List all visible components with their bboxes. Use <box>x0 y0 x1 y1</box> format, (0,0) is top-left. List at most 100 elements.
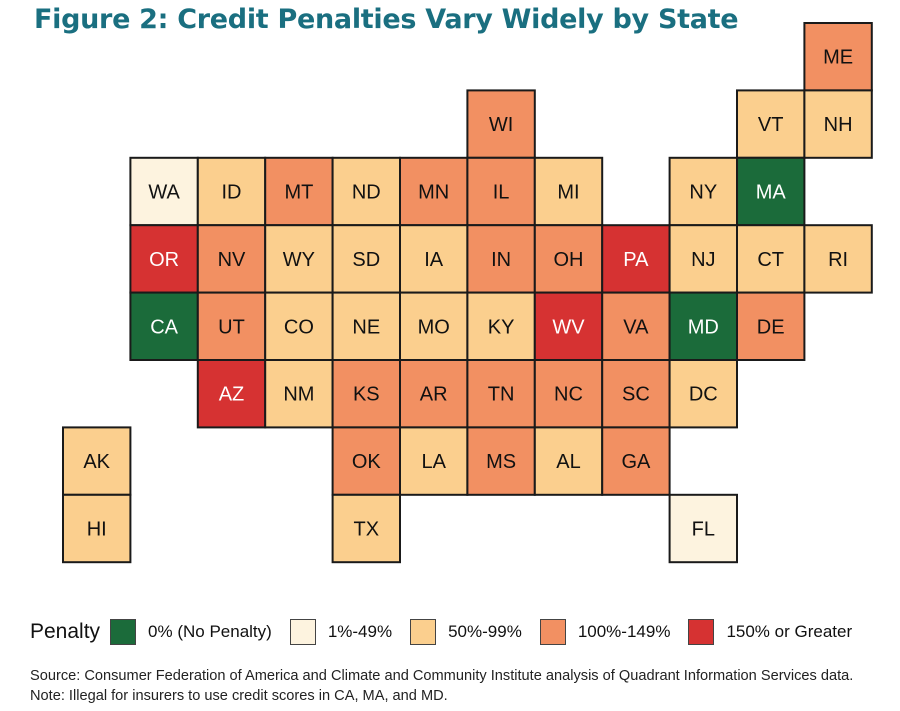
state-label: AR <box>420 384 448 406</box>
state-tile-rect <box>196 224 267 294</box>
state-tile-mt: MT <box>264 156 334 227</box>
state-label: ID <box>222 182 242 204</box>
legend-item-vhigh: 150% or Greater <box>688 619 852 645</box>
state-tile-rect <box>399 224 469 294</box>
state-tile-rect <box>196 291 267 362</box>
state-tile-nj: NJ <box>668 224 738 294</box>
state-tile-map: ME WI VT NH WA ID MT ND MN IL MI NY MA OR NV WY SD IA IN OH… <box>62 22 873 564</box>
state-tile-ri: RI <box>803 224 873 294</box>
state-tile-id: ID <box>196 156 267 227</box>
state-tile-rect <box>466 156 536 227</box>
state-label: CT <box>757 249 784 271</box>
state-label: OK <box>352 451 382 473</box>
state-label: AL <box>556 451 580 473</box>
state-tile-in: IN <box>466 224 536 294</box>
state-label: WV <box>552 316 585 338</box>
state-label: NC <box>554 384 583 406</box>
state-label: IA <box>424 249 444 271</box>
state-tile-sc: SC <box>601 359 671 429</box>
legend-title: Penalty <box>30 620 101 643</box>
state-label: DE <box>757 316 785 338</box>
state-tile-vt: VT <box>736 89 806 159</box>
legend-label-low: 1%-49% <box>327 622 393 641</box>
state-label: NH <box>824 114 853 136</box>
state-tile-rect <box>331 426 402 496</box>
state-tile-rect <box>331 156 402 227</box>
state-label: MD <box>688 316 719 338</box>
state-label: ND <box>352 182 381 204</box>
state-label: MT <box>284 182 313 204</box>
state-label: SC <box>622 384 650 406</box>
state-label: TX <box>354 519 380 541</box>
state-tile-la: LA <box>399 426 469 496</box>
state-tile-al: AL <box>533 426 604 496</box>
state-label: NY <box>689 182 717 204</box>
legend-swatch-high <box>539 619 566 645</box>
state-tile-rect <box>736 156 806 227</box>
legend-item-none: 0% (No Penalty) <box>110 619 272 645</box>
state-tile-md: MD <box>668 291 738 362</box>
state-label: NE <box>352 316 380 338</box>
state-label: AZ <box>219 384 245 406</box>
state-label: GA <box>621 451 651 473</box>
state-tile-wy: WY <box>264 224 334 294</box>
state-label: KY <box>488 316 515 338</box>
legend-item-low: 1%-49% <box>289 619 393 645</box>
state-tile-pa: PA <box>601 224 671 294</box>
state-tile-fl: FL <box>668 493 738 564</box>
legend-item-high: 100%-149% <box>539 619 670 645</box>
legend-label-none: 0% (No Penalty) <box>148 622 272 641</box>
state-label: AK <box>83 451 110 473</box>
state-tile-rect <box>62 493 132 564</box>
legend-swatch-vhigh <box>688 619 715 645</box>
state-label: VT <box>758 114 784 136</box>
state-label: RI <box>828 249 848 271</box>
state-label: DC <box>689 384 718 406</box>
state-tile-rect <box>466 89 536 159</box>
state-tile-nm: NM <box>264 359 334 429</box>
legend-label-vhigh: 150% or Greater <box>726 622 853 641</box>
state-label: CA <box>150 316 178 338</box>
state-label: VA <box>623 316 649 338</box>
legend-item-mid: 50%-99% <box>410 619 522 645</box>
state-label: WY <box>283 249 315 271</box>
state-tile-rect <box>601 359 671 429</box>
state-tile-ak: AK <box>62 426 132 496</box>
state-tile-rect <box>736 291 806 362</box>
state-label: MO <box>418 316 450 338</box>
state-tile-rect <box>129 291 199 362</box>
state-tile-rect <box>803 89 873 159</box>
state-tile-sd: SD <box>331 224 402 294</box>
state-label: MA <box>756 182 787 204</box>
state-tile-nc: NC <box>533 359 604 429</box>
state-label: SD <box>352 249 380 271</box>
state-tile-rect <box>399 156 469 227</box>
state-tile-tn: TN <box>466 359 536 429</box>
state-label: TN <box>488 384 515 406</box>
state-tile-ny: NY <box>668 156 738 227</box>
state-tile-hi: HI <box>62 493 132 564</box>
state-tile-ia: IA <box>399 224 469 294</box>
state-tile-co: CO <box>264 291 334 362</box>
state-tile-il: IL <box>466 156 536 227</box>
state-tile-ky: KY <box>466 291 536 362</box>
state-label: UT <box>218 316 245 338</box>
state-tile-rect <box>129 224 199 294</box>
state-label: MI <box>557 182 579 204</box>
state-tile-rect <box>803 224 873 294</box>
state-label: NJ <box>691 249 715 271</box>
state-label: IL <box>493 182 510 204</box>
state-tile-rect <box>264 224 334 294</box>
state-tile-rect <box>466 224 536 294</box>
state-tile-mo: MO <box>399 291 469 362</box>
state-label: MS <box>486 451 516 473</box>
state-label: PA <box>623 249 649 271</box>
state-tile-rect <box>331 224 402 294</box>
state-tile-de: DE <box>736 291 806 362</box>
state-label: ME <box>823 47 853 69</box>
legend-swatch-low <box>289 619 316 645</box>
state-label: OR <box>149 249 179 271</box>
state-tile-rect <box>601 426 671 496</box>
state-label: NM <box>283 384 314 406</box>
